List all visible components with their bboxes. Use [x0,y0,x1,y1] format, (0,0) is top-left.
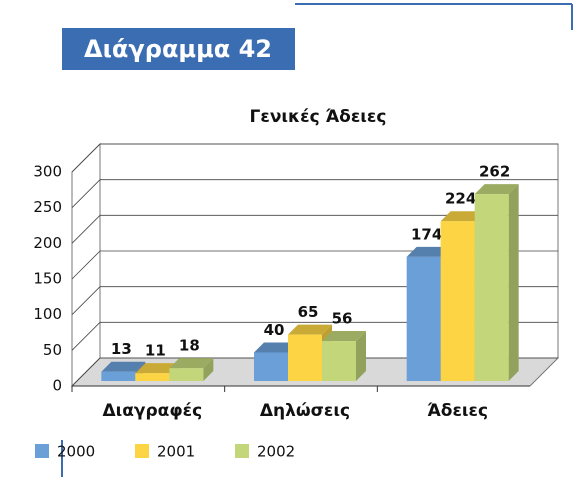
grid-line [71,143,101,173]
bar-top [474,184,519,195]
bar [474,194,509,381]
y-tick-label: 200 [33,234,62,252]
grid-line [71,322,101,351]
value-label: 262 [479,163,510,181]
bar-top [322,331,366,342]
bar [406,256,441,381]
bar [254,352,288,381]
y-tick-label: 50 [43,341,62,359]
bar-top [440,211,485,222]
bar-side [508,184,519,381]
value-label: 13 [111,340,132,358]
grid-line [71,215,101,244]
bar [135,373,170,381]
legend-swatch [35,444,49,458]
bar-side [203,358,214,381]
y-tick-label: 100 [33,305,62,323]
y-tick-label: 0 [52,377,62,395]
x-tick-label: Δηλώσεις [260,401,350,421]
legend-label: 2000 [57,443,95,461]
bar-top [169,358,214,369]
value-label: 11 [145,342,166,360]
y-tick-label: 250 [33,198,62,216]
legend-label: 2002 [257,443,295,461]
bar [101,371,136,381]
grid-line [71,286,101,315]
value-label: 174 [411,225,442,243]
bar-side [356,331,366,381]
value-label: 40 [264,321,285,339]
legend-label: 2001 [157,443,195,461]
bar-top [406,246,451,257]
bar-top [101,361,146,372]
grid-line [71,357,101,387]
bar [322,341,356,381]
bar-top [254,342,298,353]
bar [440,221,475,381]
x-tick-label: Άδειες [427,401,488,421]
x-tick-label: Διαγραφές [102,401,202,421]
header-title: Διάγραμμα 42 [84,35,272,63]
value-label: 56 [332,310,353,328]
header-tab [62,28,295,70]
y-tick-label: 150 [33,270,62,288]
bar-top [288,324,332,335]
legend-swatch [135,444,149,458]
grid-line [71,179,101,208]
grid-line [71,250,101,280]
y-tick-label: 300 [33,163,62,181]
bar [288,334,322,381]
bar [169,368,204,381]
value-label: 18 [179,337,200,355]
chart-title: Γενικές Άδειες [250,107,387,127]
legend-swatch [235,444,249,458]
value-label: 65 [298,303,319,321]
value-label: 224 [445,190,476,208]
bar-top [135,363,180,374]
